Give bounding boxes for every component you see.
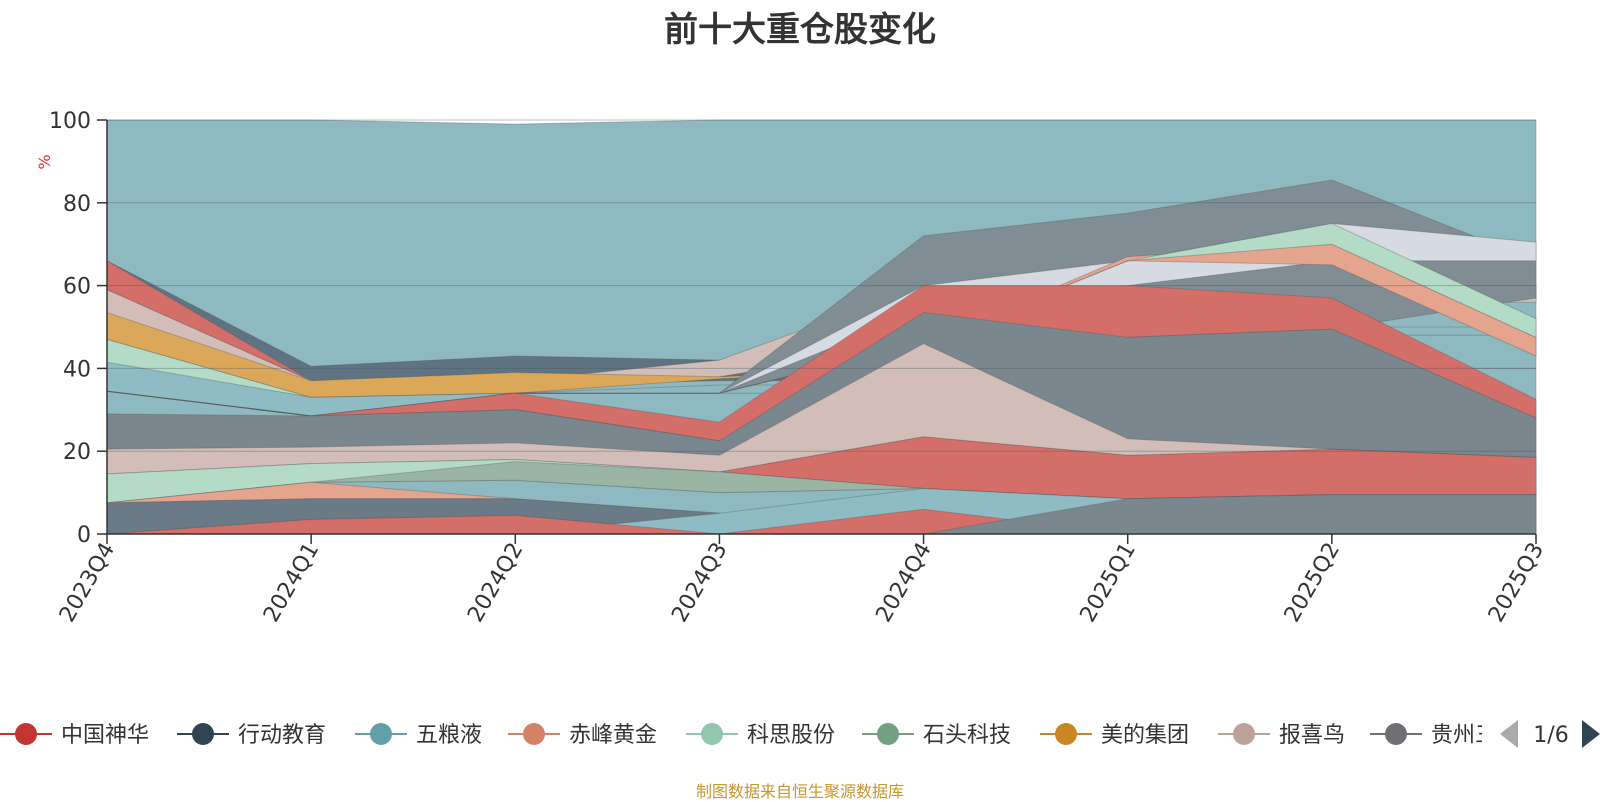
legend-label: 赤峰黄金 [569,723,657,748]
x-tick-label: 2024Q4 [871,539,936,627]
legend-next-page-icon[interactable] [1582,720,1600,748]
area-layer-5 [106,334,1536,398]
y-tick-label: 100 [49,109,91,134]
legend-item-8[interactable]: 贵州三 [1370,723,1497,748]
legend-marker-icon [1385,723,1407,745]
area-layer-8 [106,222,1537,417]
x-tick-label: 2024Q1 [259,539,324,627]
legend-marker-icon [15,723,37,745]
legend-page-indicator: 1/6 [1533,723,1568,748]
x-tick-label: 2025Q1 [1076,539,1141,627]
legend-marker-icon [370,723,392,745]
area-layer-7 [106,179,1537,417]
y-tick-label: 20 [63,440,91,465]
x-tick-label: 2025Q3 [1484,539,1549,627]
legend-item-7[interactable]: 报喜鸟 [1218,723,1345,748]
legend-marker-icon [877,723,899,745]
legend-marker-icon [1233,723,1255,745]
area-layers [106,119,1537,535]
legend: 中国神华 行动教育 五粮液 赤峰黄金 科思股份 石头科技 美的集团 报喜鸟 贵州三 1/6 [0,712,1600,756]
chart-title: 前十大重仓股变化 [664,10,936,50]
legend-label: 报喜鸟 [1279,723,1345,748]
legend-label: 中国神华 [61,723,149,748]
gridlines [107,119,1536,452]
area-layer-4 [106,311,1536,398]
legend-item-3[interactable]: 赤峰黄金 [508,723,657,748]
legend-label: 科思股份 [747,723,835,748]
y-tick-label: 0 [77,523,91,548]
x-tick-label: 2023Q4 [55,539,120,627]
area-layer-15 [106,343,1537,475]
x-tick-label: 2024Q2 [463,539,528,627]
legend-marker-icon [1055,723,1077,745]
y-axis-label: % [35,154,54,169]
legend-marker-icon [192,723,214,745]
legend-label: 美的集团 [1101,723,1189,748]
legend-item-6[interactable]: 美的集团 [1040,723,1189,748]
area-layer-10 [106,222,1537,417]
x-tick-label: 2025Q2 [1280,539,1345,627]
legend-label: 五粮液 [416,723,482,748]
data-source-note: 制图数据来自恒生聚源数据库 [695,782,904,801]
legend-item-1[interactable]: 行动教育 [177,723,326,748]
y-tick-label: 60 [63,275,91,300]
area-layer-17 [106,461,1536,504]
y-tick-label: 40 [63,357,91,382]
legend-item-4[interactable]: 科思股份 [686,723,835,748]
legend-prev-page-icon[interactable] [1500,720,1518,748]
legend-label: 行动教育 [238,723,326,748]
legend-label: 石头科技 [923,723,1011,748]
area-layer-11 [106,285,1537,442]
legend-marker-icon [701,723,723,745]
legend-item-5[interactable]: 石头科技 [862,723,1011,748]
legend-marker-icon [523,723,545,745]
x-tick-label: 2024Q3 [667,539,732,627]
legend-item-0[interactable]: 中国神华 [0,723,149,748]
area-layer-9 [106,243,1537,417]
y-tick-label: 80 [63,192,91,217]
legend-item-2[interactable]: 五粮液 [355,723,482,748]
